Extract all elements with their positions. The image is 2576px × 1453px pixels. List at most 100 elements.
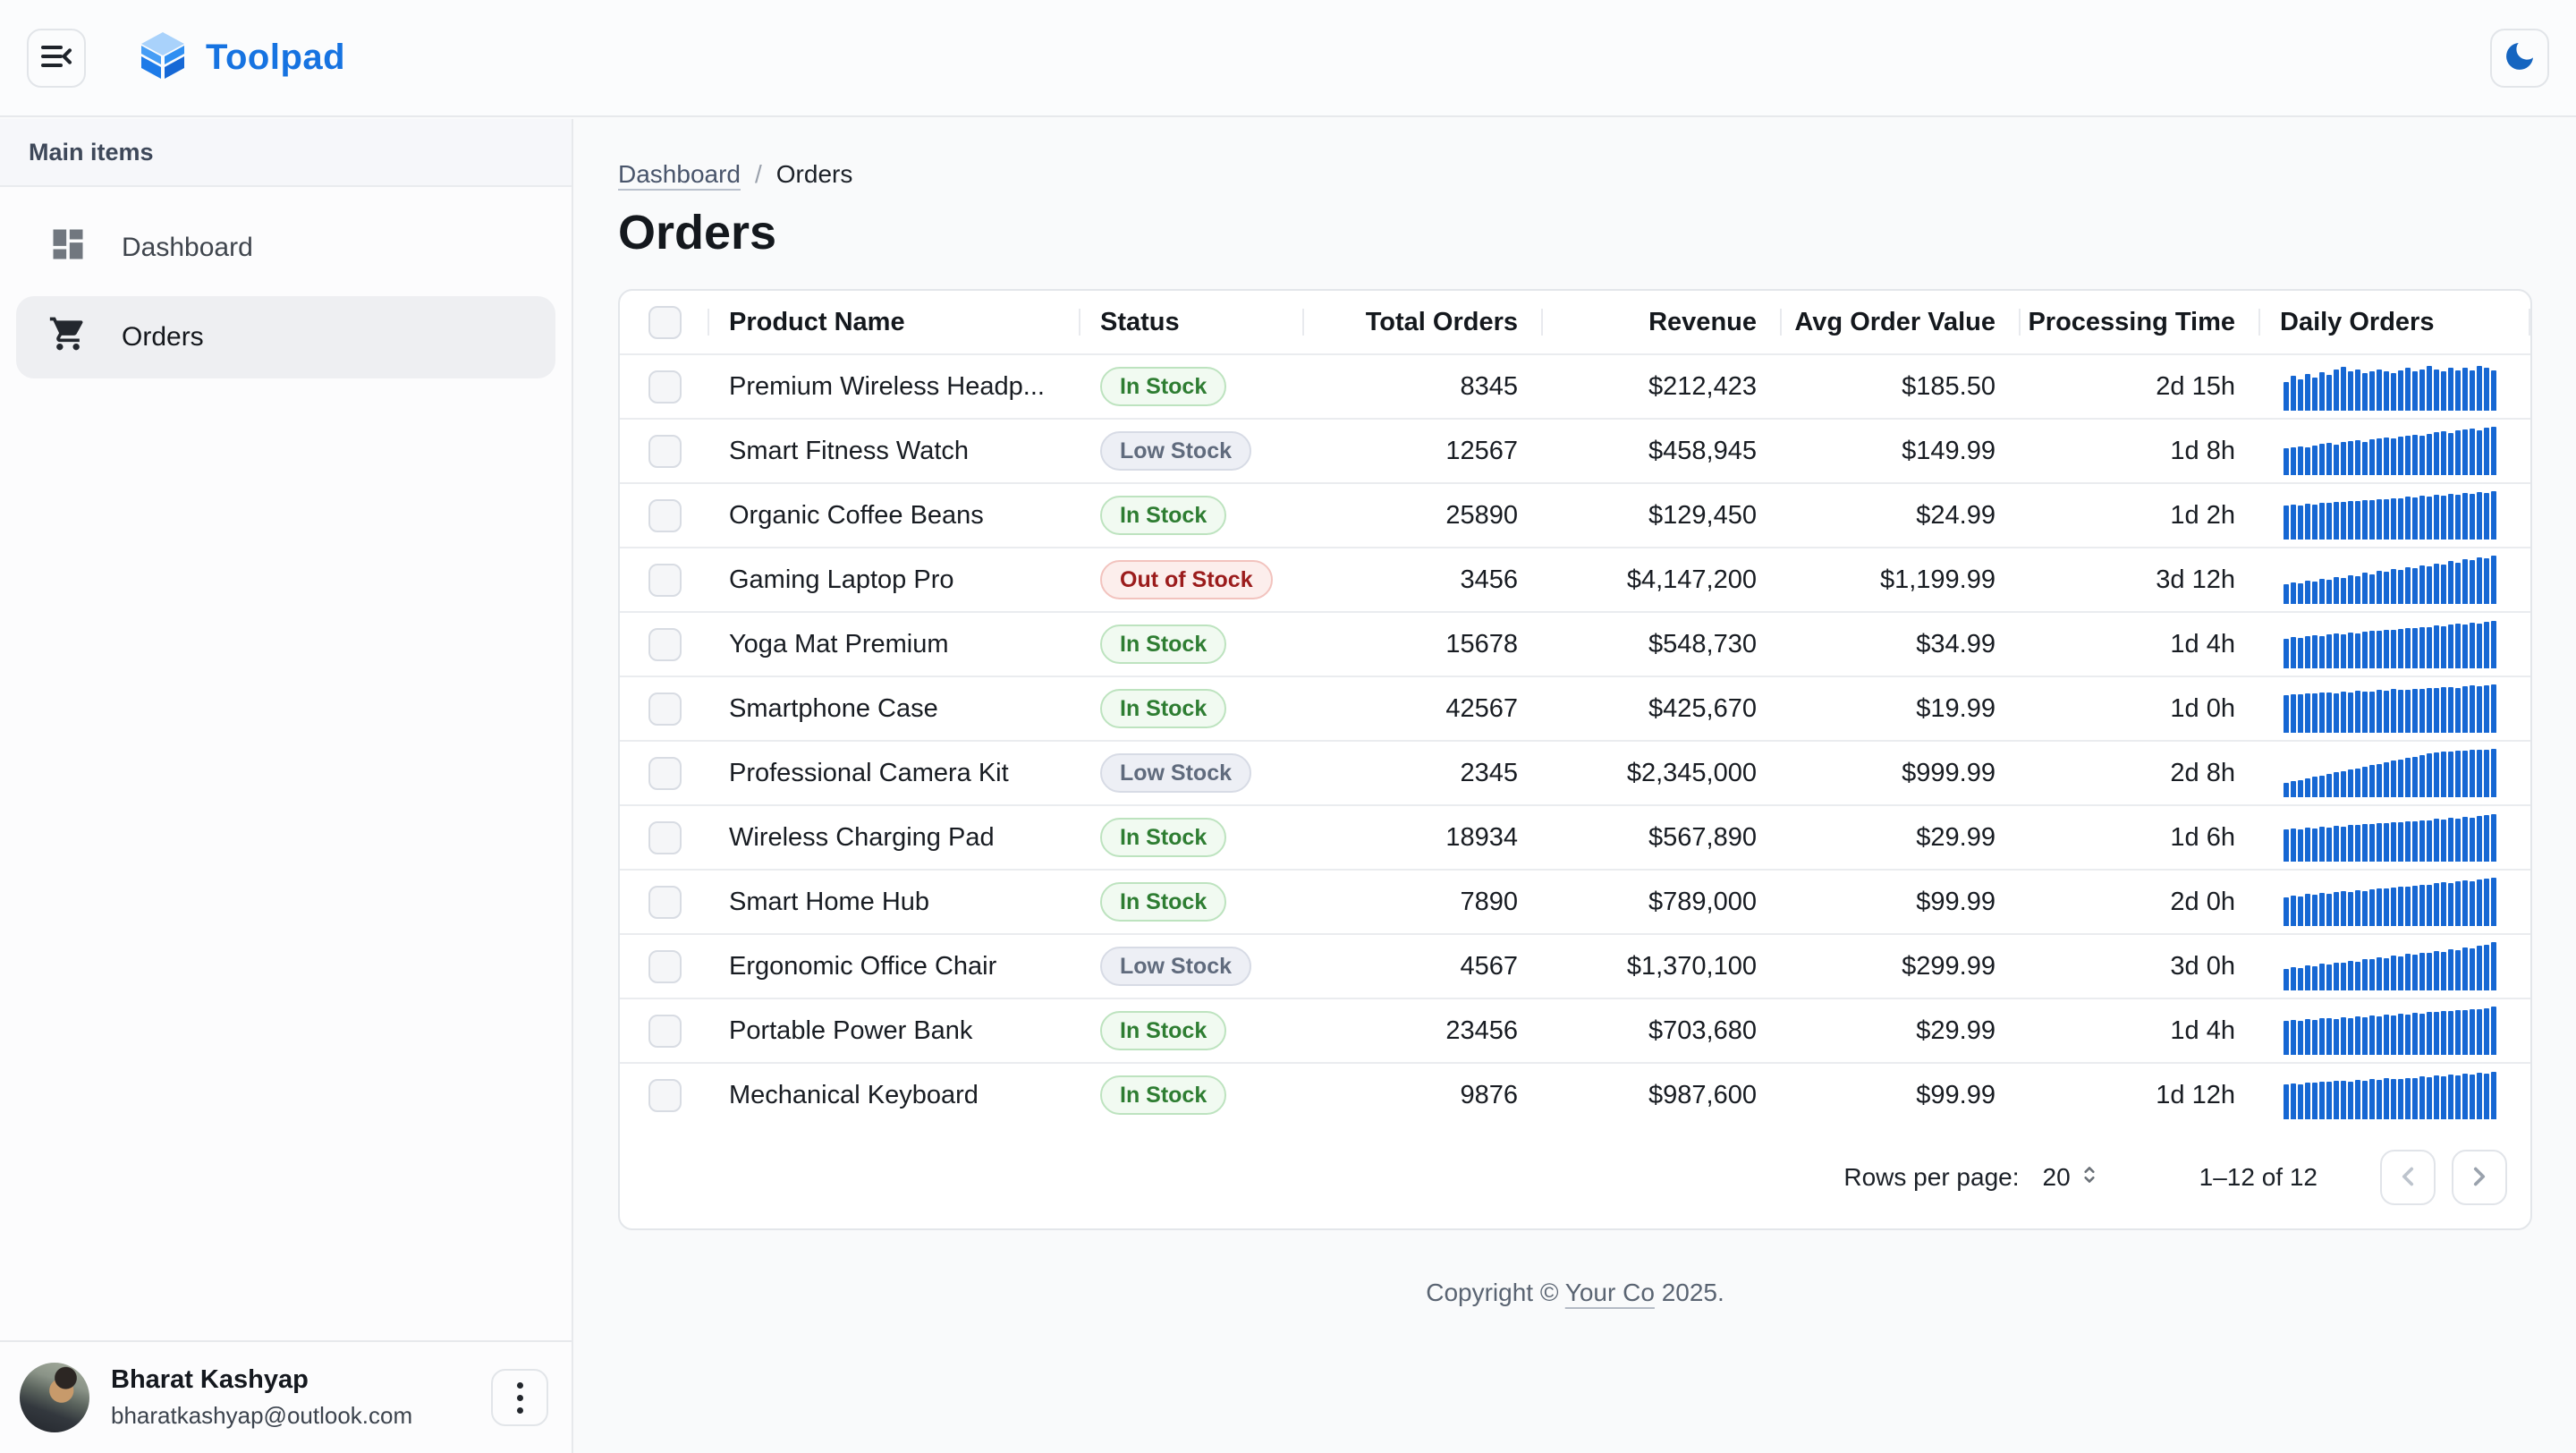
brand-name: Toolpad bbox=[206, 38, 346, 77]
select-all-checkbox[interactable] bbox=[648, 305, 682, 339]
row-checkbox-cell bbox=[620, 498, 709, 532]
sidebar: Main items Dashboard Orders Bharat Kashy… bbox=[0, 119, 573, 1453]
processing-time-cell: 1d 8h bbox=[2170, 436, 2235, 465]
product-name-cell: Mechanical Keyboard bbox=[729, 1080, 979, 1109]
rows-per-page-select[interactable]: 20 bbox=[2043, 1163, 2101, 1193]
status-cell: In Stock bbox=[1080, 367, 1304, 406]
table-row[interactable]: Ergonomic Office Chair Low Stock 4567 $1,37… bbox=[620, 933, 2530, 998]
product-name-cell: Smart Home Hub bbox=[729, 887, 930, 916]
column-header-daily_orders[interactable]: Daily Orders bbox=[2260, 308, 2530, 337]
user-section: Bharat Kashyap bharatkashyap@outlook.com bbox=[0, 1340, 572, 1453]
processing-time-cell: 1d 12h bbox=[2156, 1080, 2235, 1109]
table-row[interactable]: Yoga Mat Premium In Stock 15678 $548,730 $34… bbox=[620, 611, 2530, 676]
row-checkbox[interactable] bbox=[648, 1078, 682, 1112]
table-row[interactable]: Organic Coffee Beans In Stock 25890 $129,45… bbox=[620, 482, 2530, 547]
revenue-cell: $4,147,200 bbox=[1626, 565, 1757, 594]
column-header-processing_time[interactable]: Processing Time bbox=[2021, 308, 2260, 337]
collapse-menu-icon bbox=[38, 38, 74, 77]
daily-orders-cell bbox=[2260, 491, 2530, 540]
table-row[interactable]: Smart Fitness Watch Low Stock 12567 $458,94… bbox=[620, 418, 2530, 482]
sidebar-item-orders[interactable]: Orders bbox=[16, 296, 555, 378]
total-orders-cell: 3456 bbox=[1460, 565, 1518, 594]
avg-order-value-cell: $999.99 bbox=[1902, 758, 1996, 787]
column-header-product[interactable]: Product Name bbox=[709, 308, 1080, 337]
product-name-cell: Smartphone Case bbox=[729, 693, 938, 723]
row-checkbox[interactable] bbox=[648, 434, 682, 468]
status-cell: In Stock bbox=[1080, 1011, 1304, 1050]
row-checkbox[interactable] bbox=[648, 885, 682, 919]
total-orders-cell: 18934 bbox=[1445, 822, 1518, 852]
row-checkbox-cell bbox=[620, 1014, 709, 1048]
table-row[interactable]: Gaming Laptop Pro Out of Stock 3456 $4,147,… bbox=[620, 547, 2530, 611]
kebab-icon bbox=[516, 1381, 523, 1414]
status-badge: Low Stock bbox=[1100, 947, 1252, 986]
product-name-cell: Ergonomic Office Chair bbox=[729, 951, 997, 981]
daily-orders-cell bbox=[2260, 684, 2530, 733]
collapse-menu-button[interactable] bbox=[27, 28, 86, 88]
daily-orders-sparkline bbox=[2284, 878, 2507, 926]
row-checkbox[interactable] bbox=[648, 498, 682, 532]
theme-toggle-button[interactable] bbox=[2490, 28, 2549, 88]
revenue-cell: $703,680 bbox=[1648, 1015, 1757, 1045]
company-link[interactable]: Your Co bbox=[1564, 1279, 1655, 1306]
column-header-total_orders[interactable]: Total Orders bbox=[1304, 308, 1543, 337]
table-row[interactable]: Smartphone Case In Stock 42567 $425,670 $19.… bbox=[620, 676, 2530, 740]
table-row[interactable]: Wireless Charging Pad In Stock 18934 $567,8… bbox=[620, 804, 2530, 869]
row-checkbox[interactable] bbox=[648, 820, 682, 854]
row-checkbox[interactable] bbox=[648, 949, 682, 983]
toolpad-logo-icon bbox=[138, 30, 188, 85]
row-checkbox[interactable] bbox=[648, 627, 682, 661]
status-badge: In Stock bbox=[1100, 689, 1227, 728]
processing-time-cell: 3d 0h bbox=[2170, 951, 2235, 981]
row-checkbox-cell bbox=[620, 434, 709, 468]
row-checkbox-cell bbox=[620, 949, 709, 983]
total-orders-cell: 2345 bbox=[1460, 758, 1518, 787]
table-row[interactable]: Premium Wireless Headp... In Stock 8345 $21… bbox=[620, 353, 2530, 418]
product-name-cell: Professional Camera Kit bbox=[729, 758, 1009, 787]
unfold-more-icon bbox=[2078, 1163, 2101, 1193]
row-checkbox[interactable] bbox=[648, 370, 682, 404]
orders-table: Product Name Status Total Orders Revenue Avg… bbox=[618, 289, 2532, 1230]
breadcrumb-current: Orders bbox=[775, 160, 853, 188]
daily-orders-cell bbox=[2260, 620, 2530, 668]
column-header-avg_order_value[interactable]: Avg Order Value bbox=[1782, 308, 2021, 337]
status-badge: Out of Stock bbox=[1100, 560, 1273, 599]
previous-page-button[interactable] bbox=[2380, 1150, 2436, 1205]
row-checkbox-cell bbox=[620, 627, 709, 661]
breadcrumb-separator: / bbox=[754, 160, 762, 188]
revenue-cell: $458,945 bbox=[1648, 436, 1757, 465]
product-name-cell: Wireless Charging Pad bbox=[729, 822, 995, 852]
row-checkbox[interactable] bbox=[648, 756, 682, 790]
page-title: Orders bbox=[618, 206, 777, 259]
sidebar-item-dashboard[interactable]: Dashboard bbox=[16, 207, 555, 289]
row-checkbox-cell bbox=[620, 756, 709, 790]
avg-order-value-cell: $34.99 bbox=[1916, 629, 1996, 659]
row-checkbox[interactable] bbox=[648, 692, 682, 726]
table-row[interactable]: Mechanical Keyboard In Stock 9876 $987,600 $… bbox=[620, 1062, 2530, 1126]
sidebar-nav: Dashboard Orders bbox=[0, 187, 572, 398]
brand: Toolpad bbox=[138, 30, 345, 85]
daily-orders-cell bbox=[2260, 362, 2530, 411]
revenue-cell: $789,000 bbox=[1648, 887, 1757, 916]
status-cell: Low Stock bbox=[1080, 947, 1304, 986]
shopping-cart-icon bbox=[48, 314, 88, 361]
total-orders-cell: 12567 bbox=[1445, 436, 1518, 465]
processing-time-cell: 1d 6h bbox=[2170, 822, 2235, 852]
row-checkbox[interactable] bbox=[648, 563, 682, 597]
product-name-cell: Yoga Mat Premium bbox=[729, 629, 949, 659]
total-orders-cell: 23456 bbox=[1445, 1015, 1518, 1045]
avg-order-value-cell: $24.99 bbox=[1916, 500, 1996, 530]
copyright-prefix: Copyright © bbox=[1426, 1279, 1559, 1306]
table-row[interactable]: Smart Home Hub In Stock 7890 $789,000 $99.99… bbox=[620, 869, 2530, 933]
column-header-revenue[interactable]: Revenue bbox=[1543, 308, 1782, 337]
breadcrumb-link-dashboard[interactable]: Dashboard bbox=[618, 160, 741, 188]
column-header-status[interactable]: Status bbox=[1080, 308, 1304, 337]
table-row[interactable]: Portable Power Bank In Stock 23456 $703,680… bbox=[620, 998, 2530, 1062]
table-row[interactable]: Professional Camera Kit Low Stock 2345 $2,3… bbox=[620, 740, 2530, 804]
status-badge: Low Stock bbox=[1100, 753, 1252, 793]
row-checkbox[interactable] bbox=[648, 1014, 682, 1048]
next-page-button[interactable] bbox=[2452, 1150, 2507, 1205]
dashboard-icon bbox=[48, 225, 88, 271]
user-menu-button[interactable] bbox=[491, 1369, 548, 1426]
avg-order-value-cell: $99.99 bbox=[1916, 887, 1996, 916]
